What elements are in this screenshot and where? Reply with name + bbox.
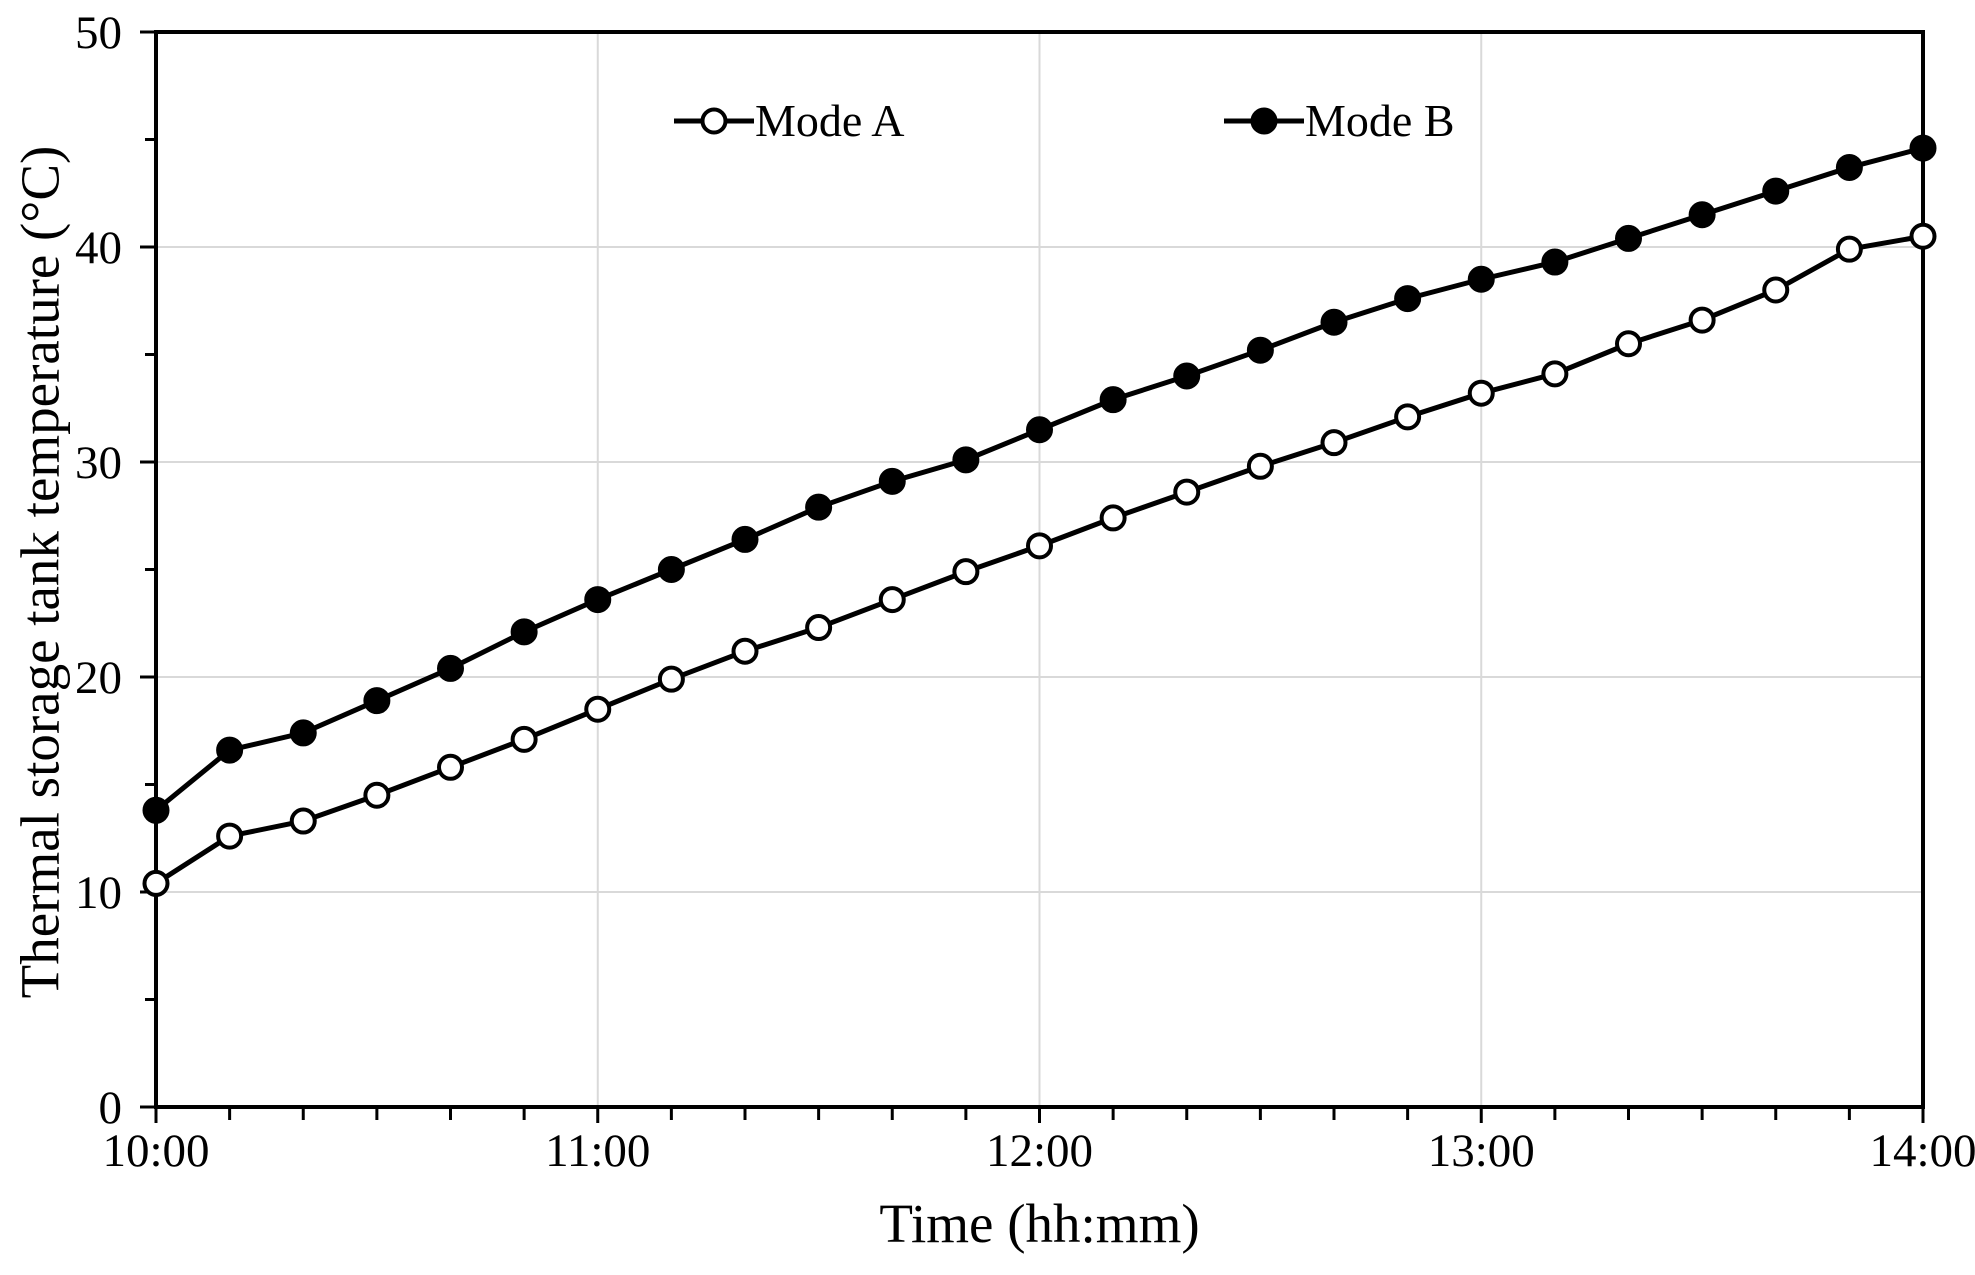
- y-tick-label: 20: [75, 652, 122, 704]
- mode-a-marker: [363, 781, 391, 809]
- mode-a-marker: [1099, 504, 1127, 532]
- mode-b-marker: [1026, 416, 1053, 444]
- mode-a-marker: [510, 725, 538, 753]
- mode-a-marker: [657, 665, 685, 693]
- y-tick-label: 50: [75, 7, 122, 59]
- mode-b-marker: [289, 719, 317, 747]
- y-tick-label: 40: [75, 222, 122, 274]
- mode-b-marker: [1762, 177, 1790, 205]
- mode-a-marker: [1320, 429, 1348, 457]
- mode-b-marker: [657, 556, 685, 583]
- mode-b-marker: [216, 736, 244, 764]
- mode-a-marker: [1762, 276, 1790, 304]
- mode-b-marker: [731, 525, 759, 553]
- y-tick-label: 30: [75, 437, 122, 489]
- mode-b-marker: [1246, 336, 1274, 364]
- x-tick-label: 12:00: [986, 1125, 1093, 1177]
- mode-b-filled-circle-legend-icon: [1224, 107, 1304, 135]
- x-tick-label: 13:00: [1428, 1125, 1535, 1177]
- x-tick-label: 14:00: [1869, 1125, 1975, 1177]
- x-tick-label: 11:00: [545, 1125, 650, 1177]
- mode-b-marker: [1835, 153, 1863, 181]
- mode-a-marker: [1026, 532, 1053, 560]
- mode-b-marker: [363, 687, 391, 715]
- y-axis-title: Thermal storage tank temperature (°C): [9, 145, 71, 999]
- mode-b-marker: [584, 586, 612, 614]
- mode-a-marker: [584, 695, 612, 723]
- mode-b-marker: [952, 446, 980, 474]
- mode-a-marker: [1173, 478, 1201, 506]
- mode-b-marker: [805, 493, 833, 521]
- mode-b-marker: [1394, 285, 1422, 313]
- mode-a-marker: [952, 558, 980, 586]
- mode-b-marker: [1541, 248, 1569, 276]
- mode-b-marker: [1688, 201, 1716, 229]
- mode-b-marker: [142, 796, 170, 824]
- mode-b-marker: [878, 467, 906, 495]
- legend-label-mode-a: Mode A: [755, 95, 905, 146]
- mode-a-marker: [1835, 235, 1863, 263]
- mode-b-marker: [437, 654, 464, 682]
- mode-a-marker: [1394, 403, 1422, 431]
- mode-a-open-circle-legend-icon: [674, 107, 754, 135]
- legend-marker: [1250, 107, 1278, 135]
- y-tick-label: 0: [99, 1082, 123, 1134]
- mode-a-marker: [1246, 452, 1274, 480]
- mode-b-marker: [1320, 308, 1348, 336]
- mode-a-marker: [1615, 330, 1642, 358]
- x-tick-label: 10:00: [102, 1125, 209, 1177]
- mode-b-marker: [1099, 386, 1127, 414]
- mode-a-marker: [1909, 222, 1937, 250]
- mode-a-marker: [289, 807, 317, 835]
- legend-item-mode-a: Mode A: [674, 98, 905, 144]
- mode-b-marker: [1467, 265, 1495, 293]
- mode-a-marker: [1688, 306, 1716, 334]
- mode-a-marker: [216, 822, 244, 850]
- mode-b-marker: [1909, 134, 1937, 162]
- mode-a-marker: [878, 586, 906, 614]
- legend-item-mode-b: Mode B: [1224, 98, 1455, 144]
- mode-a-marker: [1541, 360, 1569, 388]
- x-axis-title: Time (hh:mm): [879, 1193, 1200, 1254]
- mode-b-marker: [510, 618, 538, 646]
- mode-a-marker: [437, 753, 464, 781]
- mode-a-marker: [142, 869, 170, 897]
- legend-label-mode-b: Mode B: [1305, 95, 1455, 146]
- mode-b-marker: [1615, 224, 1642, 252]
- mode-a-marker: [805, 614, 833, 642]
- mode-a-marker: [1467, 379, 1495, 407]
- y-tick-label: 10: [75, 867, 122, 919]
- mode-a-marker: [731, 637, 759, 665]
- legend-marker: [700, 107, 728, 135]
- mode-b-marker: [1173, 362, 1201, 390]
